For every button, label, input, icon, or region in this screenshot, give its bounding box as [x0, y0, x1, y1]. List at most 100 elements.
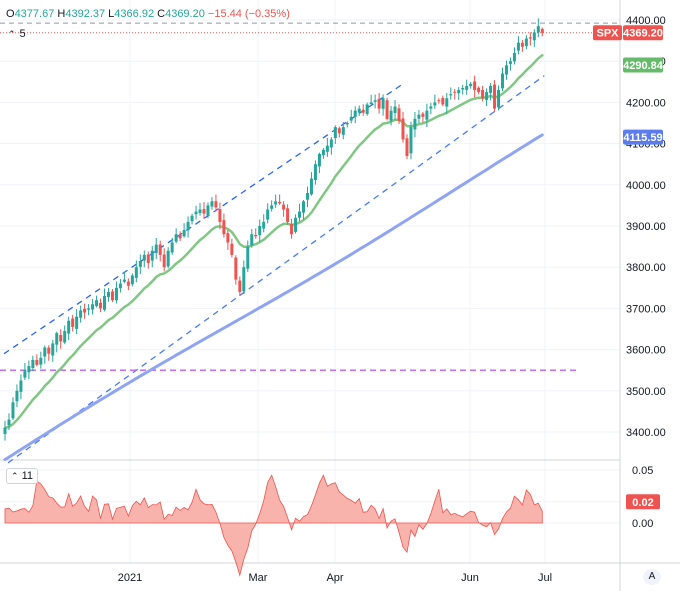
candle-up[interactable]: [373, 100, 377, 102]
candle-up[interactable]: [166, 250, 170, 267]
candle-down[interactable]: [540, 29, 544, 33]
candle-down[interactable]: [385, 100, 389, 119]
candle-down[interactable]: [234, 257, 238, 280]
candle-up[interactable]: [429, 106, 433, 109]
candle-up[interactable]: [138, 261, 142, 267]
candle-up[interactable]: [103, 296, 106, 310]
candle-down[interactable]: [421, 113, 425, 117]
candle-down[interactable]: [146, 254, 150, 264]
candle-up[interactable]: [262, 221, 266, 229]
candle-down[interactable]: [254, 234, 258, 237]
candle-down[interactable]: [397, 108, 401, 121]
candle-up[interactable]: [425, 110, 429, 120]
candle-up[interactable]: [55, 333, 59, 345]
candle-up[interactable]: [174, 234, 178, 242]
candle-down[interactable]: [99, 302, 103, 309]
candle-down[interactable]: [290, 224, 294, 235]
candle-up[interactable]: [270, 205, 274, 209]
candle-down[interactable]: [520, 42, 524, 47]
candle-down[interactable]: [238, 280, 242, 292]
candle-up[interactable]: [154, 244, 158, 253]
candle-down[interactable]: [226, 233, 230, 243]
candle-up[interactable]: [134, 267, 138, 278]
candle-up[interactable]: [489, 85, 493, 93]
candle-down[interactable]: [282, 204, 286, 210]
candle-down[interactable]: [401, 118, 405, 140]
candle-up[interactable]: [39, 357, 43, 365]
candle-up[interactable]: [457, 90, 461, 94]
candle-up[interactable]: [341, 127, 345, 135]
candle-up[interactable]: [413, 118, 417, 130]
candle-down[interactable]: [214, 201, 218, 208]
candle-up[interactable]: [445, 98, 449, 107]
candle-up[interactable]: [190, 215, 194, 222]
candle-up[interactable]: [329, 139, 333, 148]
candle-down[interactable]: [405, 138, 409, 156]
oscillator-area[interactable]: [4, 474, 543, 577]
candle-down[interactable]: [158, 244, 162, 255]
candle-down[interactable]: [437, 100, 441, 102]
candle-up[interactable]: [91, 304, 95, 310]
candle-down[interactable]: [83, 308, 87, 313]
candle-down[interactable]: [473, 81, 477, 91]
candle-down[interactable]: [202, 209, 206, 214]
osc-legend-box[interactable]: ⌃ 11: [6, 468, 39, 484]
candles[interactable]: [3, 18, 544, 441]
candle-up[interactable]: [63, 331, 67, 343]
candle-up[interactable]: [469, 83, 473, 87]
candle-down[interactable]: [222, 220, 226, 235]
candle-up[interactable]: [465, 85, 469, 90]
candle-up[interactable]: [325, 145, 329, 152]
ma-indicator-legend[interactable]: ⌃ 5: [8, 28, 26, 40]
auto-scale-button[interactable]: A: [643, 569, 661, 585]
candle-down[interactable]: [218, 209, 222, 222]
candle-up[interactable]: [31, 359, 35, 369]
candle-up[interactable]: [250, 234, 254, 246]
osc-indicator-legend[interactable]: ⌃ 11: [6, 468, 39, 484]
candle-up[interactable]: [516, 42, 520, 51]
candle-up[interactable]: [313, 164, 317, 181]
candle-down[interactable]: [377, 98, 381, 109]
candle-up[interactable]: [381, 98, 385, 109]
candle-up[interactable]: [150, 250, 154, 261]
candle-down[interactable]: [178, 234, 182, 239]
candle-down[interactable]: [361, 109, 365, 113]
candle-up[interactable]: [75, 316, 79, 329]
candle-up[interactable]: [19, 380, 23, 392]
candle-up[interactable]: [186, 221, 190, 231]
candle-down[interactable]: [528, 37, 532, 39]
candle-up[interactable]: [258, 226, 262, 236]
candle-down[interactable]: [337, 128, 341, 134]
candle-up[interactable]: [79, 310, 83, 318]
candle-up[interactable]: [353, 110, 357, 117]
candle-up[interactable]: [11, 402, 15, 419]
ma-long-line[interactable]: [3, 133, 544, 462]
candle-up[interactable]: [504, 65, 508, 75]
candle-down[interactable]: [481, 90, 485, 99]
chevron-up-icon[interactable]: ⌃: [8, 28, 16, 39]
candle-down[interactable]: [162, 254, 166, 268]
candle-up[interactable]: [298, 211, 302, 218]
candle-up[interactable]: [532, 32, 536, 41]
candle-up[interactable]: [524, 38, 528, 47]
candle-up[interactable]: [95, 300, 99, 307]
candle-down[interactable]: [493, 84, 497, 109]
candle-up[interactable]: [357, 108, 361, 113]
candle-up[interactable]: [51, 343, 55, 356]
channel-lower-trendline[interactable]: [7, 75, 545, 464]
candle-up[interactable]: [536, 26, 540, 33]
candle-up[interactable]: [7, 419, 11, 426]
candle-down[interactable]: [441, 98, 445, 105]
candle-up[interactable]: [345, 123, 349, 125]
candle-up[interactable]: [23, 370, 27, 378]
candle-up[interactable]: [449, 94, 453, 96]
candle-down[interactable]: [71, 318, 75, 327]
time-axis[interactable]: 2021 Mar Apr Jun Jul: [118, 572, 552, 584]
candle-up[interactable]: [246, 246, 250, 269]
candle-up[interactable]: [170, 242, 174, 253]
candle-up[interactable]: [206, 205, 210, 216]
candle-up[interactable]: [130, 275, 134, 285]
candle-up[interactable]: [305, 193, 309, 200]
candle-up[interactable]: [294, 217, 298, 232]
candle-up[interactable]: [142, 254, 146, 261]
